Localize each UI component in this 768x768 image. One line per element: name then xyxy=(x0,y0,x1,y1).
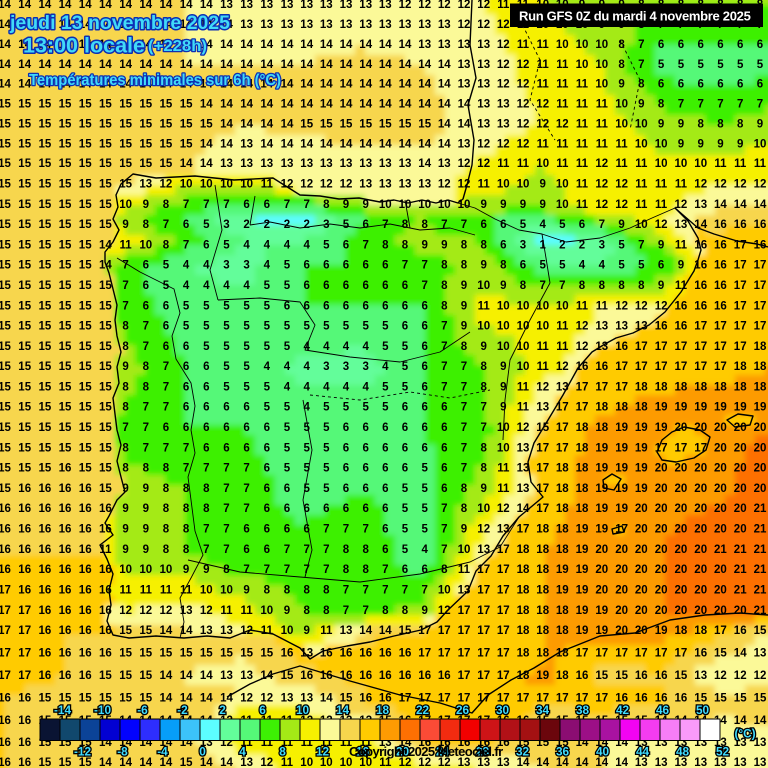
svg-text:28: 28 xyxy=(476,745,490,759)
svg-text:10: 10 xyxy=(296,703,310,717)
svg-text:14: 14 xyxy=(336,703,350,717)
svg-text:-14: -14 xyxy=(54,703,71,717)
svg-text:20: 20 xyxy=(396,745,410,759)
svg-text:24: 24 xyxy=(436,745,450,759)
svg-text:34: 34 xyxy=(536,703,550,717)
svg-text:32: 32 xyxy=(516,745,530,759)
svg-text:-10: -10 xyxy=(94,703,111,717)
svg-text:30: 30 xyxy=(496,703,510,717)
svg-text:18: 18 xyxy=(376,703,390,717)
svg-text:-4: -4 xyxy=(157,745,168,759)
svg-text:(+228h): (+228h) xyxy=(148,38,207,55)
svg-text:0: 0 xyxy=(199,745,206,759)
svg-text:48: 48 xyxy=(676,745,690,759)
svg-text:-12: -12 xyxy=(74,745,91,759)
svg-text:46: 46 xyxy=(656,703,670,717)
svg-text:44: 44 xyxy=(636,745,650,759)
svg-text:-8: -8 xyxy=(117,745,128,759)
svg-text:40: 40 xyxy=(596,745,610,759)
svg-text:Températures minimales sur 6h: Températures minimales sur 6h (°C) xyxy=(29,72,281,89)
svg-text:6: 6 xyxy=(259,703,266,717)
svg-text:Copyright 2025 Meteociel.fr: Copyright 2025 Meteociel.fr xyxy=(349,744,503,759)
svg-text:-2: -2 xyxy=(177,703,188,717)
svg-text:-6: -6 xyxy=(137,703,148,717)
svg-text:jeudi 13 novembre 2025: jeudi 13 novembre 2025 xyxy=(9,12,230,34)
svg-text:12: 12 xyxy=(316,745,330,759)
svg-text:22: 22 xyxy=(416,703,430,717)
svg-text:52: 52 xyxy=(716,745,730,759)
svg-text:36: 36 xyxy=(556,745,570,759)
svg-text:4: 4 xyxy=(239,745,246,759)
svg-text:26: 26 xyxy=(456,703,470,717)
svg-text:8: 8 xyxy=(279,745,286,759)
svg-text:42: 42 xyxy=(616,703,630,717)
svg-text:38: 38 xyxy=(576,703,590,717)
svg-text:2: 2 xyxy=(219,703,226,717)
svg-text:16: 16 xyxy=(356,745,370,759)
svg-text:Run GFS 0Z du mardi 4 novembre: Run GFS 0Z du mardi 4 novembre 2025 xyxy=(519,9,751,24)
svg-text:13:00 locale: 13:00 locale xyxy=(23,34,145,58)
svg-text:(°C): (°C) xyxy=(734,727,755,741)
svg-text:50: 50 xyxy=(696,703,710,717)
